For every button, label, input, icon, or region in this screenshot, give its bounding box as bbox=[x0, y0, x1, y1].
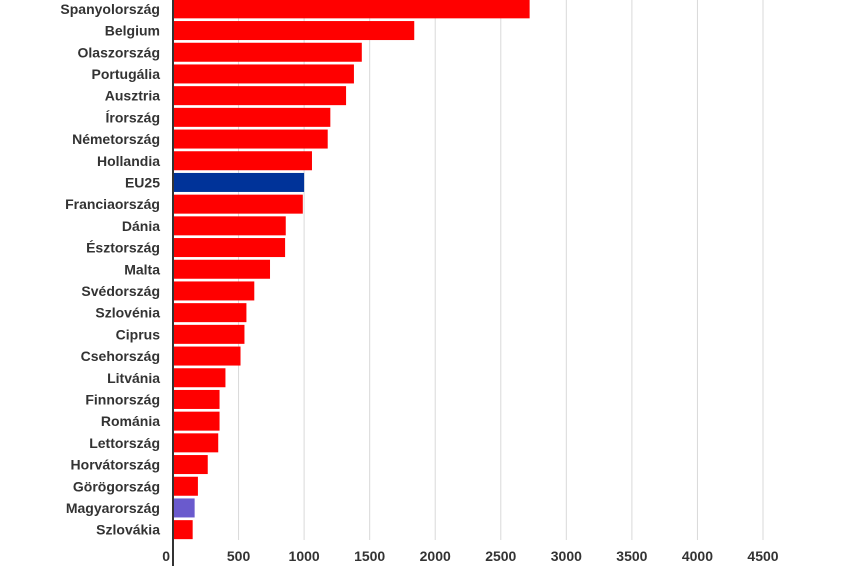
category-label: Svédország bbox=[81, 283, 160, 299]
x-tick-label: 2500 bbox=[485, 548, 516, 564]
bar bbox=[173, 368, 226, 388]
bar bbox=[173, 281, 255, 301]
category-label: Spanyolország bbox=[60, 1, 160, 17]
x-tick-label: 2000 bbox=[420, 548, 451, 564]
category-label: Malta bbox=[124, 261, 160, 277]
category-label: Szlovákia bbox=[96, 522, 160, 538]
category-label: Dánia bbox=[122, 218, 160, 234]
category-label: Finnország bbox=[85, 391, 160, 407]
category-label: Olaszország bbox=[78, 44, 160, 60]
bar bbox=[173, 303, 247, 323]
bar bbox=[173, 476, 198, 496]
bar bbox=[173, 259, 271, 279]
bar bbox=[173, 346, 241, 366]
category-label: Lettország bbox=[89, 435, 160, 451]
x-tick-label: 3500 bbox=[616, 548, 647, 564]
bar bbox=[173, 129, 328, 149]
bar bbox=[173, 64, 354, 84]
category-label: Litvánia bbox=[107, 370, 160, 386]
category-label: Szlovénia bbox=[95, 305, 160, 321]
bar bbox=[173, 216, 286, 236]
bars bbox=[173, 0, 530, 540]
bar bbox=[173, 324, 245, 344]
category-label: Ciprus bbox=[116, 326, 161, 342]
bar bbox=[173, 520, 193, 540]
bar bbox=[173, 455, 208, 475]
category-label: Csehország bbox=[81, 348, 160, 364]
x-tick-label: 4500 bbox=[747, 548, 778, 564]
bar bbox=[173, 0, 530, 19]
category-label: Franciaország bbox=[65, 196, 160, 212]
bar bbox=[173, 194, 303, 214]
category-label: Ausztria bbox=[105, 88, 160, 104]
category-labels: Spanyolország Belgium Olaszország Portugáli… bbox=[60, 1, 160, 538]
x-tick-labels: 0 500 1000 1500 2000 2500 3000 3500 4000 4500 bbox=[162, 548, 779, 564]
x-tick-label: 500 bbox=[227, 548, 251, 564]
bar bbox=[173, 86, 347, 106]
category-label: EU25 bbox=[125, 174, 160, 190]
category-label: Hollandia bbox=[97, 153, 160, 169]
category-label: Románia bbox=[101, 413, 160, 429]
category-label: Magyarország bbox=[66, 500, 160, 516]
category-label: Írország bbox=[106, 109, 160, 125]
category-label: Észtország bbox=[86, 240, 160, 256]
bar bbox=[173, 433, 219, 453]
bar bbox=[173, 21, 415, 41]
bar bbox=[173, 172, 305, 192]
x-tick-label: 1000 bbox=[289, 548, 320, 564]
x-tick-label: 0 bbox=[162, 548, 170, 564]
bar bbox=[173, 151, 312, 171]
bar bbox=[173, 411, 220, 431]
category-label: Belgium bbox=[105, 23, 160, 39]
x-tick-label: 4000 bbox=[682, 548, 713, 564]
bar bbox=[173, 107, 331, 127]
bar bbox=[173, 389, 220, 409]
x-tick-label: 3000 bbox=[551, 548, 582, 564]
x-tick-label: 1500 bbox=[354, 548, 385, 564]
category-label: Portugália bbox=[92, 66, 161, 82]
bar bbox=[173, 238, 286, 258]
bar bbox=[173, 42, 362, 62]
category-label: Horvátország bbox=[71, 457, 160, 473]
category-label: Görögország bbox=[73, 478, 160, 494]
bar bbox=[173, 498, 195, 518]
category-label: Németország bbox=[72, 131, 160, 147]
